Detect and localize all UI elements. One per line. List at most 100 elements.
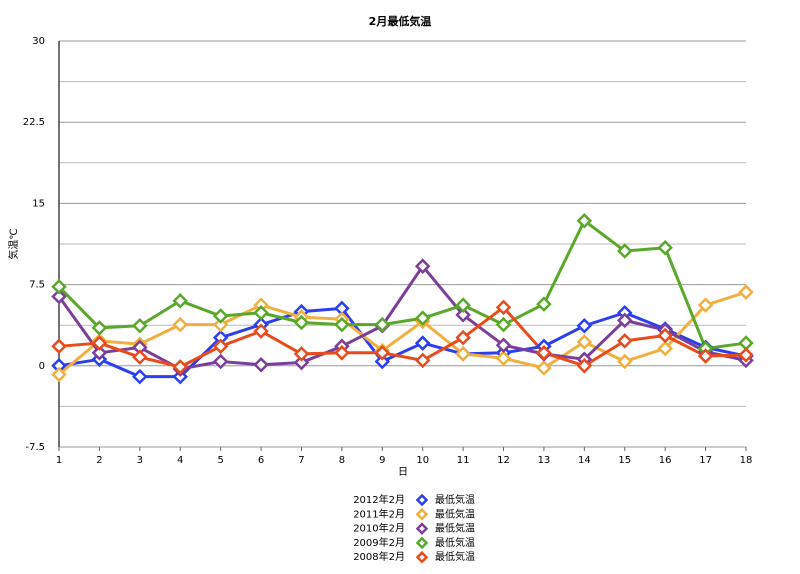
point-marker	[172, 359, 189, 375]
series-line	[58, 290, 747, 376]
y-tick-label: 7.5	[29, 280, 45, 291]
x-tick-label: 12	[497, 455, 510, 466]
y-tick-label: 30	[32, 36, 45, 47]
point-marker	[576, 334, 593, 350]
point-marker	[495, 350, 512, 366]
legend-measure: 最低気温	[435, 507, 475, 520]
legend-name: 2012年2月	[353, 493, 405, 506]
legend-marker	[415, 550, 429, 564]
x-tick-label: 17	[699, 455, 712, 466]
point-marker	[253, 323, 269, 339]
chart-title: 2月最低気温	[369, 14, 432, 28]
y-tick-label: 0	[39, 361, 45, 372]
legend-measure: 最低気温	[435, 493, 475, 506]
point-marker	[374, 353, 391, 370]
point-marker	[536, 345, 552, 361]
point-marker	[616, 312, 633, 329]
point-marker	[212, 353, 229, 370]
point-marker	[414, 310, 431, 326]
x-tick-label: 9	[379, 455, 385, 466]
point-marker	[91, 345, 108, 361]
x-tick-label: 7	[298, 455, 304, 466]
point-marker	[616, 333, 633, 349]
x-tick-label: 1	[56, 455, 62, 466]
x-tick-label: 2	[96, 455, 102, 466]
legend-marker	[415, 522, 429, 535]
point-marker	[414, 352, 431, 369]
point-marker	[51, 288, 67, 305]
point-marker	[172, 293, 189, 309]
legend-marker	[415, 508, 429, 521]
point-marker	[536, 360, 552, 376]
legend-measure: 最低気温	[435, 550, 475, 563]
legend-measure: 最低気温	[435, 522, 475, 535]
x-tick-label: 15	[618, 455, 631, 466]
y-tick-label: 15	[32, 198, 45, 209]
point-marker	[293, 314, 310, 331]
point-marker	[657, 240, 673, 256]
point-marker	[132, 349, 148, 365]
point-marker	[576, 212, 593, 229]
y-tick-label: -7.5	[25, 442, 45, 453]
legend-marker	[415, 536, 429, 550]
point-marker	[132, 317, 148, 334]
point-marker	[657, 340, 673, 357]
point-marker	[657, 327, 673, 344]
point-marker	[293, 346, 310, 362]
point-marker	[697, 348, 714, 364]
point-marker	[738, 347, 754, 363]
point-marker	[334, 316, 350, 333]
x-tick-label: 5	[217, 455, 223, 466]
x-tick-label: 13	[538, 455, 551, 466]
point-marker	[51, 366, 67, 383]
legend-measure: 最低気温	[435, 536, 475, 549]
point-marker	[334, 345, 350, 361]
point-marker	[414, 258, 431, 274]
x-tick-label: 3	[137, 455, 143, 466]
point-marker	[212, 316, 229, 333]
point-marker	[91, 320, 108, 336]
point-marker	[495, 337, 512, 353]
x-tick-label: 11	[457, 455, 470, 466]
legend-name: 2011年2月	[353, 507, 405, 520]
point-marker	[616, 353, 633, 370]
point-marker	[738, 284, 754, 300]
point-marker	[536, 296, 552, 312]
legend-marker	[415, 493, 429, 507]
point-marker	[51, 338, 67, 355]
point-marker	[576, 358, 593, 374]
point-marker	[212, 308, 229, 324]
legend-name: 2008年2月	[353, 550, 405, 563]
x-tick-label: 10	[416, 455, 429, 466]
point-marker	[495, 299, 512, 316]
point-marker	[51, 278, 67, 295]
point-marker	[455, 307, 471, 323]
x-tick-label: 16	[659, 455, 672, 466]
x-tick-label: 18	[740, 455, 753, 466]
x-tick-label: 4	[177, 455, 183, 466]
point-marker	[576, 317, 593, 334]
point-marker	[253, 356, 269, 373]
y-axis-label: 気温℃	[7, 228, 20, 259]
point-marker	[697, 297, 714, 313]
point-marker	[212, 338, 229, 355]
point-marker	[374, 316, 391, 333]
legend-name: 2010年2月	[353, 522, 405, 535]
point-marker	[455, 346, 471, 362]
point-marker	[455, 329, 471, 346]
point-marker	[455, 297, 471, 313]
point-marker	[414, 335, 431, 351]
point-marker	[253, 304, 269, 321]
point-marker	[172, 316, 189, 333]
x-tick-label: 14	[578, 455, 591, 466]
x-axis-label: 日	[398, 467, 408, 478]
point-marker	[495, 316, 512, 333]
point-marker	[293, 354, 310, 371]
point-marker	[132, 368, 148, 385]
point-marker	[374, 345, 391, 361]
y-tick-label: 22.5	[23, 117, 45, 128]
point-marker	[91, 335, 108, 351]
x-tick-label: 8	[339, 455, 345, 466]
legend-name: 2009年2月	[353, 536, 405, 549]
